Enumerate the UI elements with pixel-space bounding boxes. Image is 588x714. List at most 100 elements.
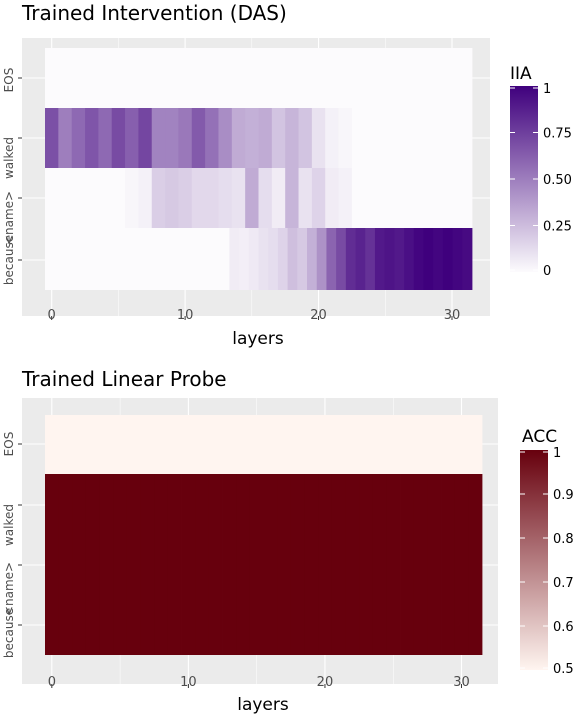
das-cell — [178, 108, 193, 168]
das-cell — [258, 108, 273, 168]
das-cell — [231, 48, 246, 108]
das-cell — [351, 48, 366, 108]
das-cell — [200, 228, 211, 290]
das-cbar-tick-label: 1 — [543, 82, 551, 97]
das-cell — [311, 168, 326, 228]
probe-cell — [181, 535, 196, 595]
das-cell — [325, 48, 339, 108]
das-cell — [285, 108, 299, 168]
das-cell — [209, 228, 221, 290]
probe-cbar-tick-label: 0.8 — [553, 532, 574, 547]
das-cell — [151, 228, 162, 290]
das-cell — [297, 228, 308, 290]
probe-cell — [58, 474, 73, 535]
das-cell — [338, 168, 353, 228]
probe-xtick-label: 20 — [317, 675, 334, 690]
das-cell — [45, 108, 59, 168]
das-y-axis: EOS walked <name> because — [2, 68, 22, 285]
probe-cbar-tick-label: 0.7 — [553, 576, 574, 591]
das-cell — [122, 228, 133, 290]
probe-cell — [45, 595, 60, 655]
probe-cell — [72, 595, 87, 655]
probe-cell — [181, 474, 196, 535]
probe-cell — [72, 535, 87, 595]
das-cell — [345, 228, 356, 290]
probe-cell — [304, 595, 319, 655]
probe-cell — [386, 595, 401, 655]
das-cell — [218, 108, 233, 168]
probe-cbar-tick-label: 0.5 — [553, 662, 574, 677]
probe-cell — [154, 474, 169, 535]
das-cell — [64, 228, 75, 290]
das-cbar-tick-label: 0 — [543, 264, 551, 279]
probe-cell — [154, 595, 169, 655]
das-cell — [151, 108, 166, 168]
probe-cell — [113, 595, 128, 655]
das-ytick-label-because: because — [2, 235, 16, 285]
das-cell — [405, 168, 420, 228]
das-cell — [85, 168, 99, 228]
das-cell — [365, 108, 379, 168]
das-ytick-label-eos: EOS — [2, 68, 16, 93]
das-cell — [245, 108, 259, 168]
probe-cell — [140, 535, 155, 595]
das-cell — [165, 168, 179, 228]
das-cell — [191, 108, 206, 168]
probe-cell — [318, 535, 333, 595]
probe-cell — [58, 535, 73, 595]
probe-cell — [263, 535, 278, 595]
das-cell — [355, 228, 366, 290]
das-cell — [404, 228, 415, 290]
das-cell — [391, 48, 406, 108]
probe-cell — [222, 595, 237, 655]
probe-cell — [277, 415, 292, 474]
probe-cell — [413, 474, 428, 535]
das-cbar-tick-label: 0.75 — [543, 127, 572, 142]
das-cell — [298, 48, 313, 108]
das-cell — [378, 48, 393, 108]
das-cell — [316, 228, 327, 290]
probe-cell — [331, 415, 346, 474]
probe-cell — [236, 415, 251, 474]
das-cell — [378, 168, 393, 228]
das-cell — [98, 168, 113, 228]
das-cell — [71, 168, 86, 228]
probe-cell — [290, 535, 305, 595]
probe-cell — [45, 415, 60, 474]
probe-ytick-label-because: because — [2, 608, 16, 658]
das-cell — [142, 228, 153, 290]
probe-cell — [263, 595, 278, 655]
das-cell — [219, 228, 230, 290]
das-cell — [98, 108, 113, 168]
probe-cell — [126, 415, 141, 474]
probe-title: Trained Linear Probe — [21, 367, 227, 391]
das-cell — [271, 168, 286, 228]
das-cell — [171, 228, 182, 290]
probe-cell — [277, 595, 292, 655]
das-cell — [287, 228, 298, 290]
probe-cell — [85, 595, 101, 655]
das-cell — [351, 168, 366, 228]
das-cell — [442, 228, 453, 290]
probe-xtick-label: 10 — [180, 675, 197, 690]
das-cell — [112, 228, 124, 290]
probe-cell — [454, 415, 469, 474]
das-cell — [111, 108, 126, 168]
probe-ytick-label-name: <name> — [2, 562, 16, 616]
probe-cell — [58, 415, 73, 474]
probe-cell — [372, 474, 387, 535]
probe-cell — [85, 415, 101, 474]
probe-cell — [454, 595, 469, 655]
das-xtick-label: 30 — [444, 308, 461, 323]
das-cell — [218, 48, 233, 108]
probe-cell — [345, 595, 360, 655]
probe-cell — [167, 595, 182, 655]
probe-cell — [441, 474, 456, 535]
probe-cell — [45, 474, 60, 535]
probe-cell — [290, 474, 305, 535]
probe-cell — [454, 535, 469, 595]
probe-x-axis-label: layers — [237, 695, 289, 714]
probe-cell — [249, 474, 264, 535]
probe-cell — [208, 474, 223, 535]
das-cell — [151, 168, 166, 228]
